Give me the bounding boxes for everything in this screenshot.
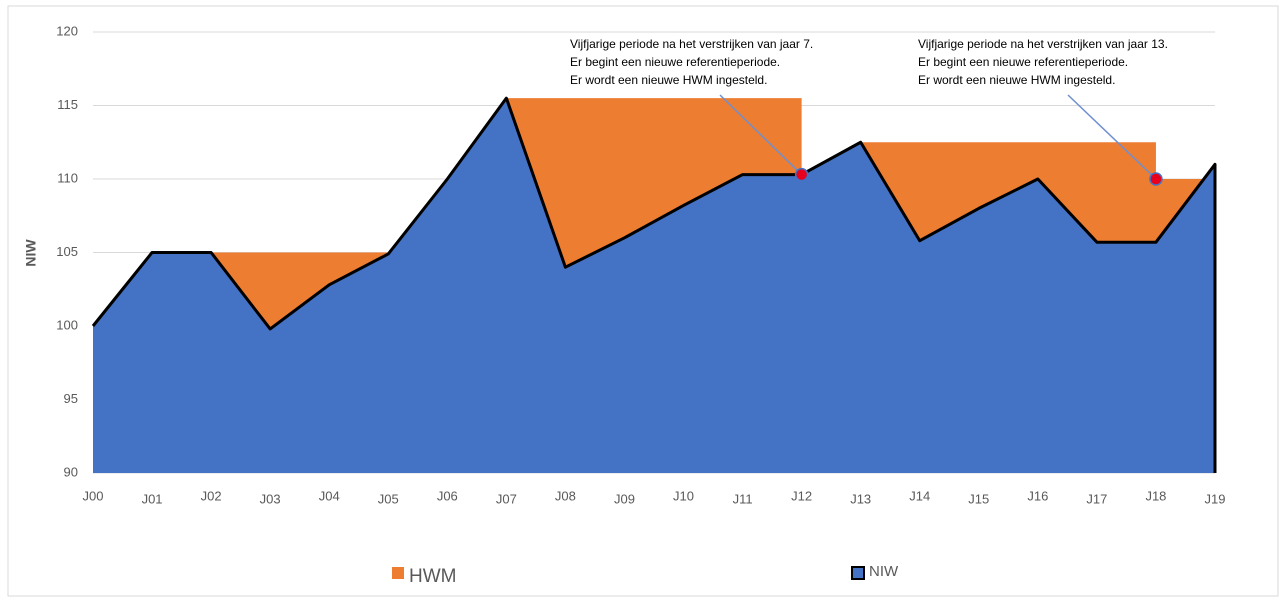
y-axis-label: NIW <box>23 239 39 267</box>
legend-label: HWM <box>409 566 456 587</box>
x-tick-label: J17 <box>1086 491 1107 506</box>
chart-border <box>7 5 1279 597</box>
legend-swatch <box>851 566 865 580</box>
y-tick-label: 90 <box>64 464 78 479</box>
x-tick-label: J10 <box>673 488 694 503</box>
leader-line <box>719 94 803 176</box>
x-tick-label: J16 <box>1027 488 1048 503</box>
x-tick-label: J19 <box>1205 491 1226 506</box>
x-tick-label: J00 <box>83 488 104 503</box>
annotation: Er wordt een nieuwe HWM ingesteld. <box>918 73 1115 87</box>
x-tick-label: J05 <box>378 491 399 506</box>
annotation: Er begint een nieuwe referentieperiode. <box>570 55 780 69</box>
y-tick-label: 110 <box>57 170 78 185</box>
x-tick-label: J01 <box>142 491 163 506</box>
y-tick-label: 105 <box>56 244 78 259</box>
x-tick-label: J09 <box>614 491 635 506</box>
niw-line <box>91 96 1217 473</box>
x-tick-label: J14 <box>909 488 930 503</box>
x-tick-label: J07 <box>496 491 517 506</box>
x-tick-label: J13 <box>850 491 871 506</box>
annotation: Vijfjarige periode na het verstrijken va… <box>918 37 1168 51</box>
x-tick-label: J02 <box>201 488 222 503</box>
leader-line <box>1067 94 1157 180</box>
y-tick-label: 120 <box>56 23 78 38</box>
x-tick-label: J15 <box>968 491 989 506</box>
annotation: Vijfjarige periode na het verstrijken va… <box>570 37 813 51</box>
x-tick-label: J11 <box>733 491 753 506</box>
x-tick-label: J03 <box>260 491 281 506</box>
y-tick-label: 100 <box>56 317 78 332</box>
y-tick-label: 95 <box>64 391 78 406</box>
x-tick-label: J12 <box>791 488 812 503</box>
marker <box>794 167 809 182</box>
y-tick-label: 115 <box>57 97 78 112</box>
annotation: Er begint een nieuwe referentieperiode. <box>918 55 1128 69</box>
annotation: Er wordt een nieuwe HWM ingesteld. <box>570 73 767 87</box>
x-tick-label: J06 <box>437 488 458 503</box>
legend-label: NIW <box>869 563 899 580</box>
x-tick-label: J08 <box>555 488 576 503</box>
x-tick-label: J18 <box>1145 488 1166 503</box>
marker <box>1149 172 1163 186</box>
x-tick-label: J04 <box>319 488 340 503</box>
legend-swatch <box>392 567 404 579</box>
niw-area <box>93 98 1215 474</box>
